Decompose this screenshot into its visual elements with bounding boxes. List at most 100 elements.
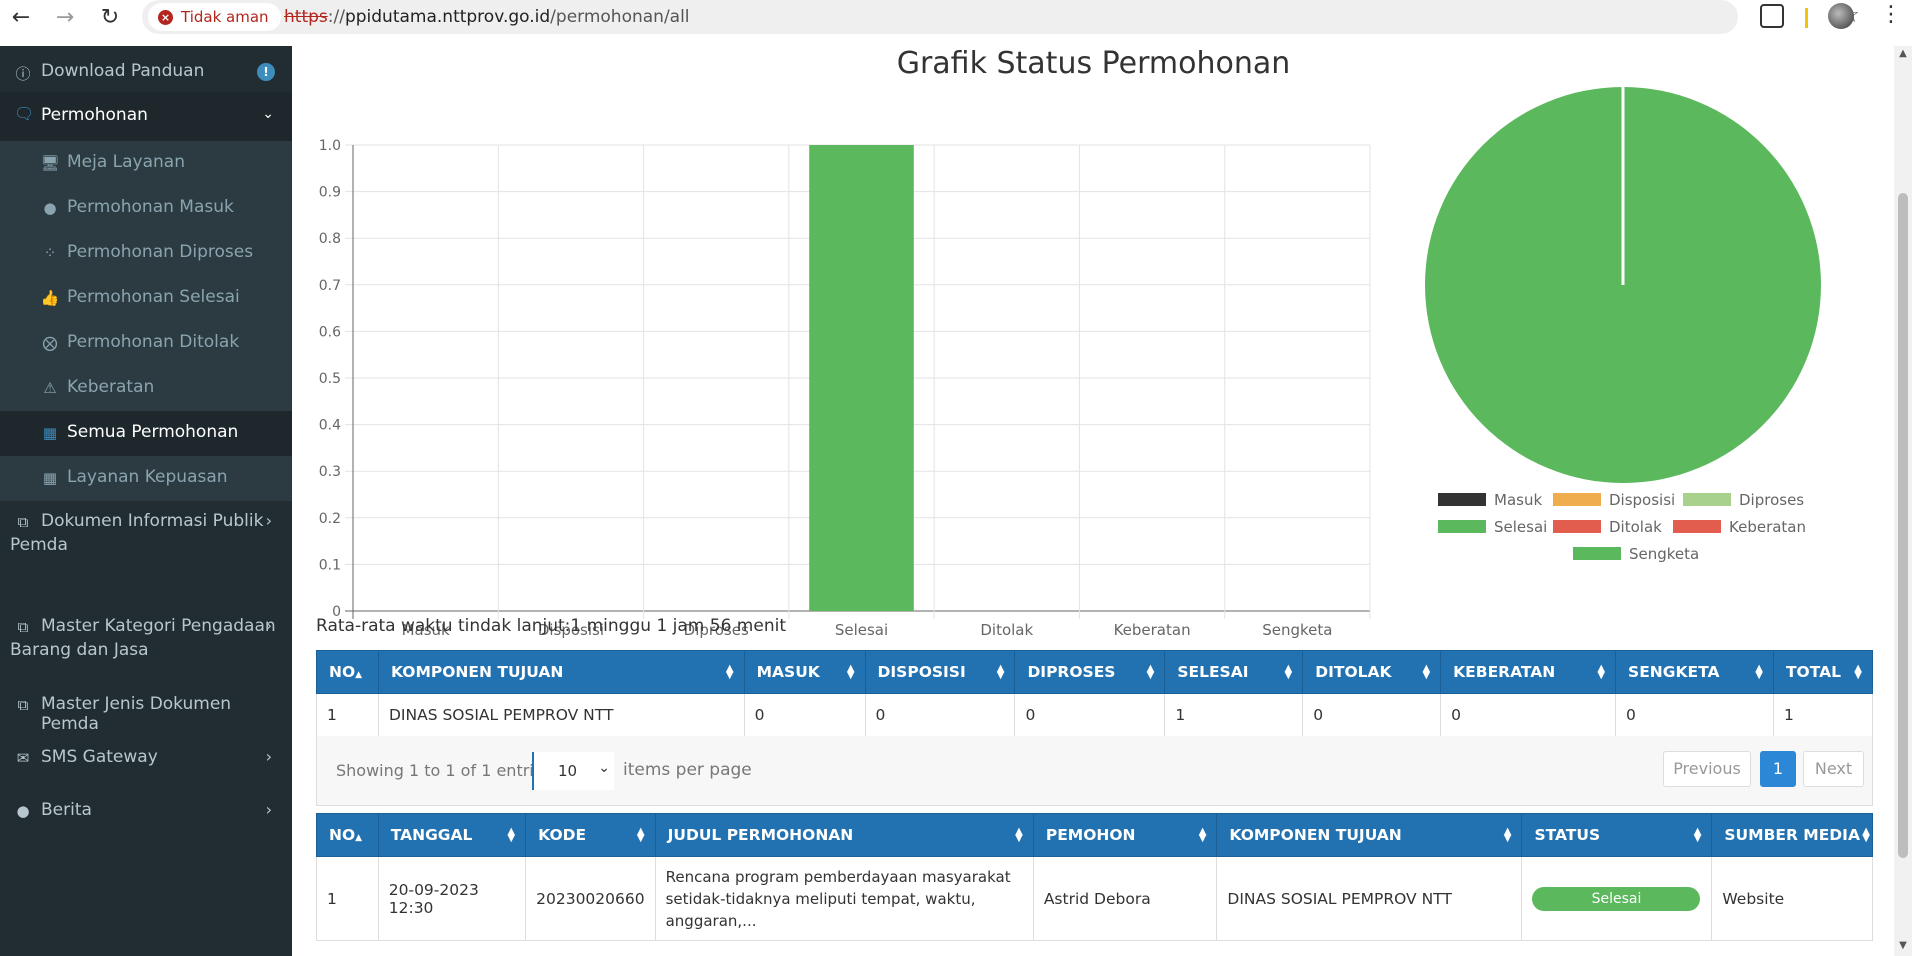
sidebar-item-permohonan-selesai[interactable]: 👍 Permohonan Selesai (0, 276, 292, 321)
column-header-sengketa[interactable]: SENGKETA ▲ ▼ (1615, 650, 1774, 694)
next-page-button[interactable]: Next (1803, 751, 1864, 787)
x-tick-label: Diproses (684, 621, 749, 639)
column-header-diproses[interactable]: DIPROSES ▲ ▼ (1014, 650, 1166, 694)
sidebar-item-label: Permohonan Masuk (67, 197, 234, 217)
sidebar-item-master-kategori[interactable]: ⧉ Master Kategori Pengadaan Barang dan J… (0, 615, 292, 670)
column-header-disposisi[interactable]: DISPOSISI ▲ ▼ (864, 650, 1016, 694)
judul-line: setidak-tidaknya meliputi tempat, waktu, (665, 889, 976, 908)
copy-icon: ⧉ (17, 513, 29, 531)
x-tick-label: Selesai (835, 621, 888, 639)
profile-avatar[interactable] (1828, 3, 1854, 29)
url-host: ppidutama.nttprov.go.id (344, 7, 551, 27)
judul-line: Rencana program pemberdayaan masyarakat (665, 867, 1011, 886)
chevron-right-icon: › (265, 616, 272, 635)
sidebar-item-sms-gateway[interactable]: ✉ SMS Gateway › (0, 746, 292, 776)
scroll-down-icon[interactable]: ▼ (1899, 940, 1907, 951)
sidebar-item-permohonan-masuk[interactable]: ● Permohonan Masuk (0, 186, 292, 231)
column-header-judul[interactable]: JUDUL PERMOHONAN ▲ ▼ (654, 813, 1034, 857)
sidebar-item-meja-layanan[interactable]: 🖥 Meja Layanan (0, 141, 292, 186)
sidebar-item-label: Permohonan (41, 105, 148, 125)
column-header-sumber-media[interactable]: SUMBER MEDIA ▲ ▼ (1711, 813, 1873, 857)
extensions-icon[interactable] (1760, 4, 1784, 28)
sidebar-item-permohonan[interactable]: 🗨 Permohonan ⌄ (0, 92, 292, 142)
sidebar-item-master-jenis-dokumen[interactable]: ⧉ Master Jenis Dokumen Pemda (0, 693, 292, 734)
cell-judul: Rencana program pemberdayaan masyarakat … (654, 856, 1034, 941)
cell-no: 1 (316, 693, 379, 737)
column-header-komponen[interactable]: KOMPONEN TUJUAN ▲ ▼ (377, 650, 745, 694)
x-tick-label: Sengketa (1262, 621, 1332, 639)
thumbs-up-icon: 👍 (40, 289, 60, 307)
column-header-status[interactable]: STATUS ▲ ▼ (1521, 813, 1713, 857)
cell-tanggal: 20-09-2023 12:30 (377, 856, 527, 941)
column-header-selesai[interactable]: SELESAI ▲ ▼ (1164, 650, 1304, 694)
more-menu-icon[interactable]: ⋮ (1880, 2, 1902, 27)
sidebar-item-label: Berita (41, 800, 92, 820)
sidebar-item-download-panduan[interactable]: ⓘ Download Panduan (0, 60, 292, 100)
bar-selesai (809, 145, 914, 611)
column-header-pemohon[interactable]: PEMOHON ▲ ▼ (1032, 813, 1218, 857)
previous-page-button[interactable]: Previous (1663, 751, 1751, 787)
sidebar-item-label-cont: Pemda (10, 535, 68, 555)
scroll-up-icon[interactable]: ▲ (1899, 48, 1907, 59)
info-circle-icon: ⓘ (15, 65, 31, 83)
sidebar-item-permohonan-ditolak[interactable]: ⨂ Permohonan Ditolak (0, 321, 292, 366)
address-bar[interactable]: × Tidak aman https://ppidutama.nttprov.g… (142, 0, 1860, 34)
pie-chart: Masuk Disposisi Diproses Selesai Ditolak Kebe… (1425, 87, 1821, 563)
cell-selesai: 1 (1164, 693, 1304, 737)
cell-status: Selesai (1521, 856, 1713, 941)
url-path: /permohonan/all (550, 7, 690, 27)
back-arrow-icon[interactable]: ← (11, 5, 31, 30)
legend-label-sengketa: Sengketa (1629, 545, 1699, 563)
per-page-select[interactable]: 10 ⌄ (532, 752, 614, 790)
per-page-label: items per page (623, 760, 752, 780)
column-header-no[interactable]: NO▲ (316, 813, 379, 857)
page-1-button[interactable]: 1 (1760, 751, 1796, 787)
sidebar-item-label: Master Jenis Dokumen Pemda (41, 694, 232, 734)
sidebar-item-keberatan[interactable]: ⚠ Keberatan (0, 366, 292, 411)
column-header-masuk[interactable]: MASUK ▲ ▼ (743, 650, 866, 694)
cell-diproses: 0 (1014, 693, 1166, 737)
sidebar-item-semua-permohonan[interactable]: ▦ Semua Permohonan (0, 411, 292, 456)
sidebar-item-label: Permohonan Diproses (67, 242, 254, 262)
scrollbar-thumb[interactable] (1898, 193, 1908, 858)
column-header-keberatan[interactable]: KEBERATAN ▲ ▼ (1440, 650, 1617, 694)
url-text[interactable]: https://ppidutama.nttprov.go.id/permohon… (284, 7, 690, 27)
x-tick-label: Disposisi (538, 621, 604, 639)
legend-swatch-selesai (1438, 520, 1486, 533)
sidebar-item-label: Download Panduan (41, 61, 205, 81)
column-header-ditolak[interactable]: DITOLAK ▲ ▼ (1302, 650, 1442, 694)
comments-icon: 🗨 (14, 104, 35, 123)
cell-keberatan: 0 (1440, 693, 1617, 737)
warning-circle-icon: × (158, 9, 173, 25)
cell-no: 1 (316, 856, 379, 941)
summary-table: NO▲ KOMPONEN TUJUAN ▲ ▼ MASUK ▲ ▼ DISPOSISI ▲… (316, 650, 1874, 737)
y-tick-label: 0.4 (319, 418, 341, 434)
sidebar-item-label: Dokumen Informasi Publik (41, 511, 264, 531)
chevron-down-icon: ⌄ (598, 760, 610, 776)
column-header-total[interactable]: TOTAL ▲ ▼ (1772, 650, 1874, 694)
grid-icon: ▦ (42, 469, 58, 487)
sidebar-item-permohonan-diproses[interactable]: ⁘ Permohonan Diproses (0, 231, 292, 276)
vertical-scrollbar[interactable]: ▲ ▼ (1894, 46, 1912, 956)
cell-masuk: 0 (743, 693, 866, 737)
table-row[interactable]: 1 20-09-2023 12:30 20230020660 Rencana p… (316, 856, 1873, 941)
forward-arrow-icon[interactable]: → (55, 5, 75, 30)
sidebar-item-layanan-kepuasan[interactable]: ▦ Layanan Kepuasan (0, 456, 292, 501)
column-header-no[interactable]: NO▲ (316, 650, 379, 694)
sidebar-item-label: SMS Gateway (41, 747, 158, 767)
url-scheme: https (284, 7, 328, 27)
cell-kode: 20230020660 (525, 856, 656, 941)
y-tick-label: 0.3 (319, 464, 341, 480)
cell-ditolak: 0 (1302, 693, 1442, 737)
reload-icon[interactable]: ↻ (100, 5, 120, 30)
column-header-kode[interactable]: KODE ▲ ▼ (525, 813, 656, 857)
sidebar-item-dokumen-informasi-publik[interactable]: ⧉ Dokumen Informasi Publik Pemda › (0, 510, 292, 565)
envelope-icon: ✉ (16, 749, 30, 767)
spinner-icon: ⁘ (43, 244, 57, 262)
column-header-tanggal[interactable]: TANGGAL ▲ ▼ (377, 813, 527, 857)
sidebar-item-berita[interactable]: ● Berita › (0, 799, 292, 829)
cell-total: 1 (1772, 693, 1874, 737)
security-chip[interactable]: × Tidak aman (148, 3, 281, 31)
y-tick-label: 0.9 (319, 185, 341, 201)
column-header-komponen[interactable]: KOMPONEN TUJUAN ▲ ▼ (1216, 813, 1523, 857)
